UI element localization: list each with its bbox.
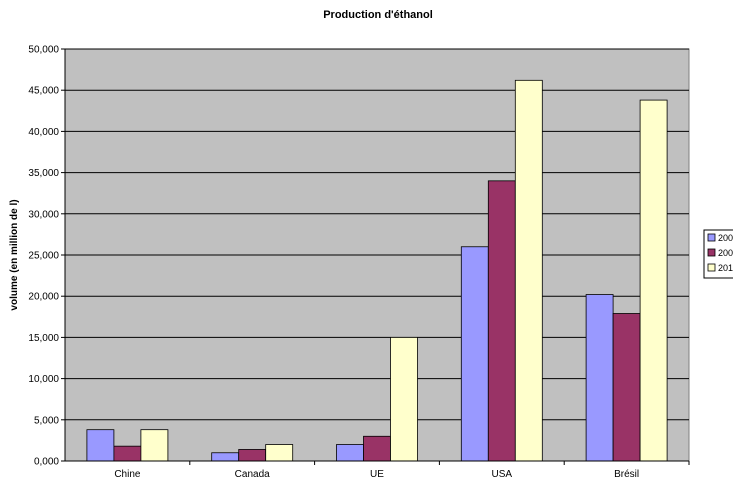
y-tick-label: 50,000 (28, 45, 59, 56)
bar-2016-canada (265, 444, 294, 462)
legend-label-2016: 2016 (718, 263, 733, 273)
y-tick-label: 0,000 (34, 457, 59, 468)
y-tick-label: 25,000 (28, 251, 59, 262)
legend-label-2006: 2006 (718, 233, 733, 243)
x-category-label: Brésil (614, 469, 639, 480)
bar-2007-usa (487, 180, 516, 462)
x-category-label: Chine (114, 469, 141, 480)
legend-label-2007: 2007 (718, 248, 733, 258)
legend-swatch-2016 (707, 263, 716, 272)
bar-2006-ue (336, 444, 364, 462)
legend-swatch-2006 (707, 233, 716, 242)
legend: 2006 2007 2016 (703, 229, 733, 279)
bar-2006-canada (211, 452, 240, 462)
bar-2007-canada (238, 449, 267, 462)
x-axis: Chine Canada UE USA Brésil (65, 460, 690, 480)
y-tick-label: 40,000 (28, 127, 59, 138)
bar-2006-brésil (585, 294, 614, 462)
y-tick-label: 20,000 (28, 292, 59, 303)
bar-2016-ue (390, 336, 418, 462)
x-category-label: USA (492, 469, 513, 480)
bar-2007-brésil (612, 313, 641, 462)
y-tick-label: 30,000 (28, 209, 59, 220)
y-tick-label: 5,000 (34, 415, 59, 426)
bar-2007-ue (363, 435, 391, 462)
bar-2006-usa (460, 246, 489, 462)
bar-2006-chine (86, 429, 115, 462)
bar-2016-usa (514, 79, 543, 462)
gridlines (65, 48, 689, 421)
x-category-label: Canada (235, 469, 270, 480)
y-axis-label: volume (en million de l) (9, 199, 20, 310)
y-tick-label: 10,000 (28, 374, 59, 385)
y-axis: 0,000 5,000 10,000 15,000 20,000 25,000 30,000… (28, 45, 66, 468)
y-tick-label: 45,000 (28, 86, 59, 97)
legend-swatch-2007 (707, 248, 716, 257)
chart-title: Production d'éthanol (323, 9, 433, 21)
bar-2016-chine (140, 429, 169, 462)
bar-2016-brésil (639, 99, 668, 462)
y-tick-label: 15,000 (28, 333, 59, 344)
bar-2007-chine (113, 445, 142, 462)
x-category-label: UE (370, 469, 384, 480)
y-tick-label: 35,000 (28, 168, 59, 179)
bars (86, 79, 668, 462)
